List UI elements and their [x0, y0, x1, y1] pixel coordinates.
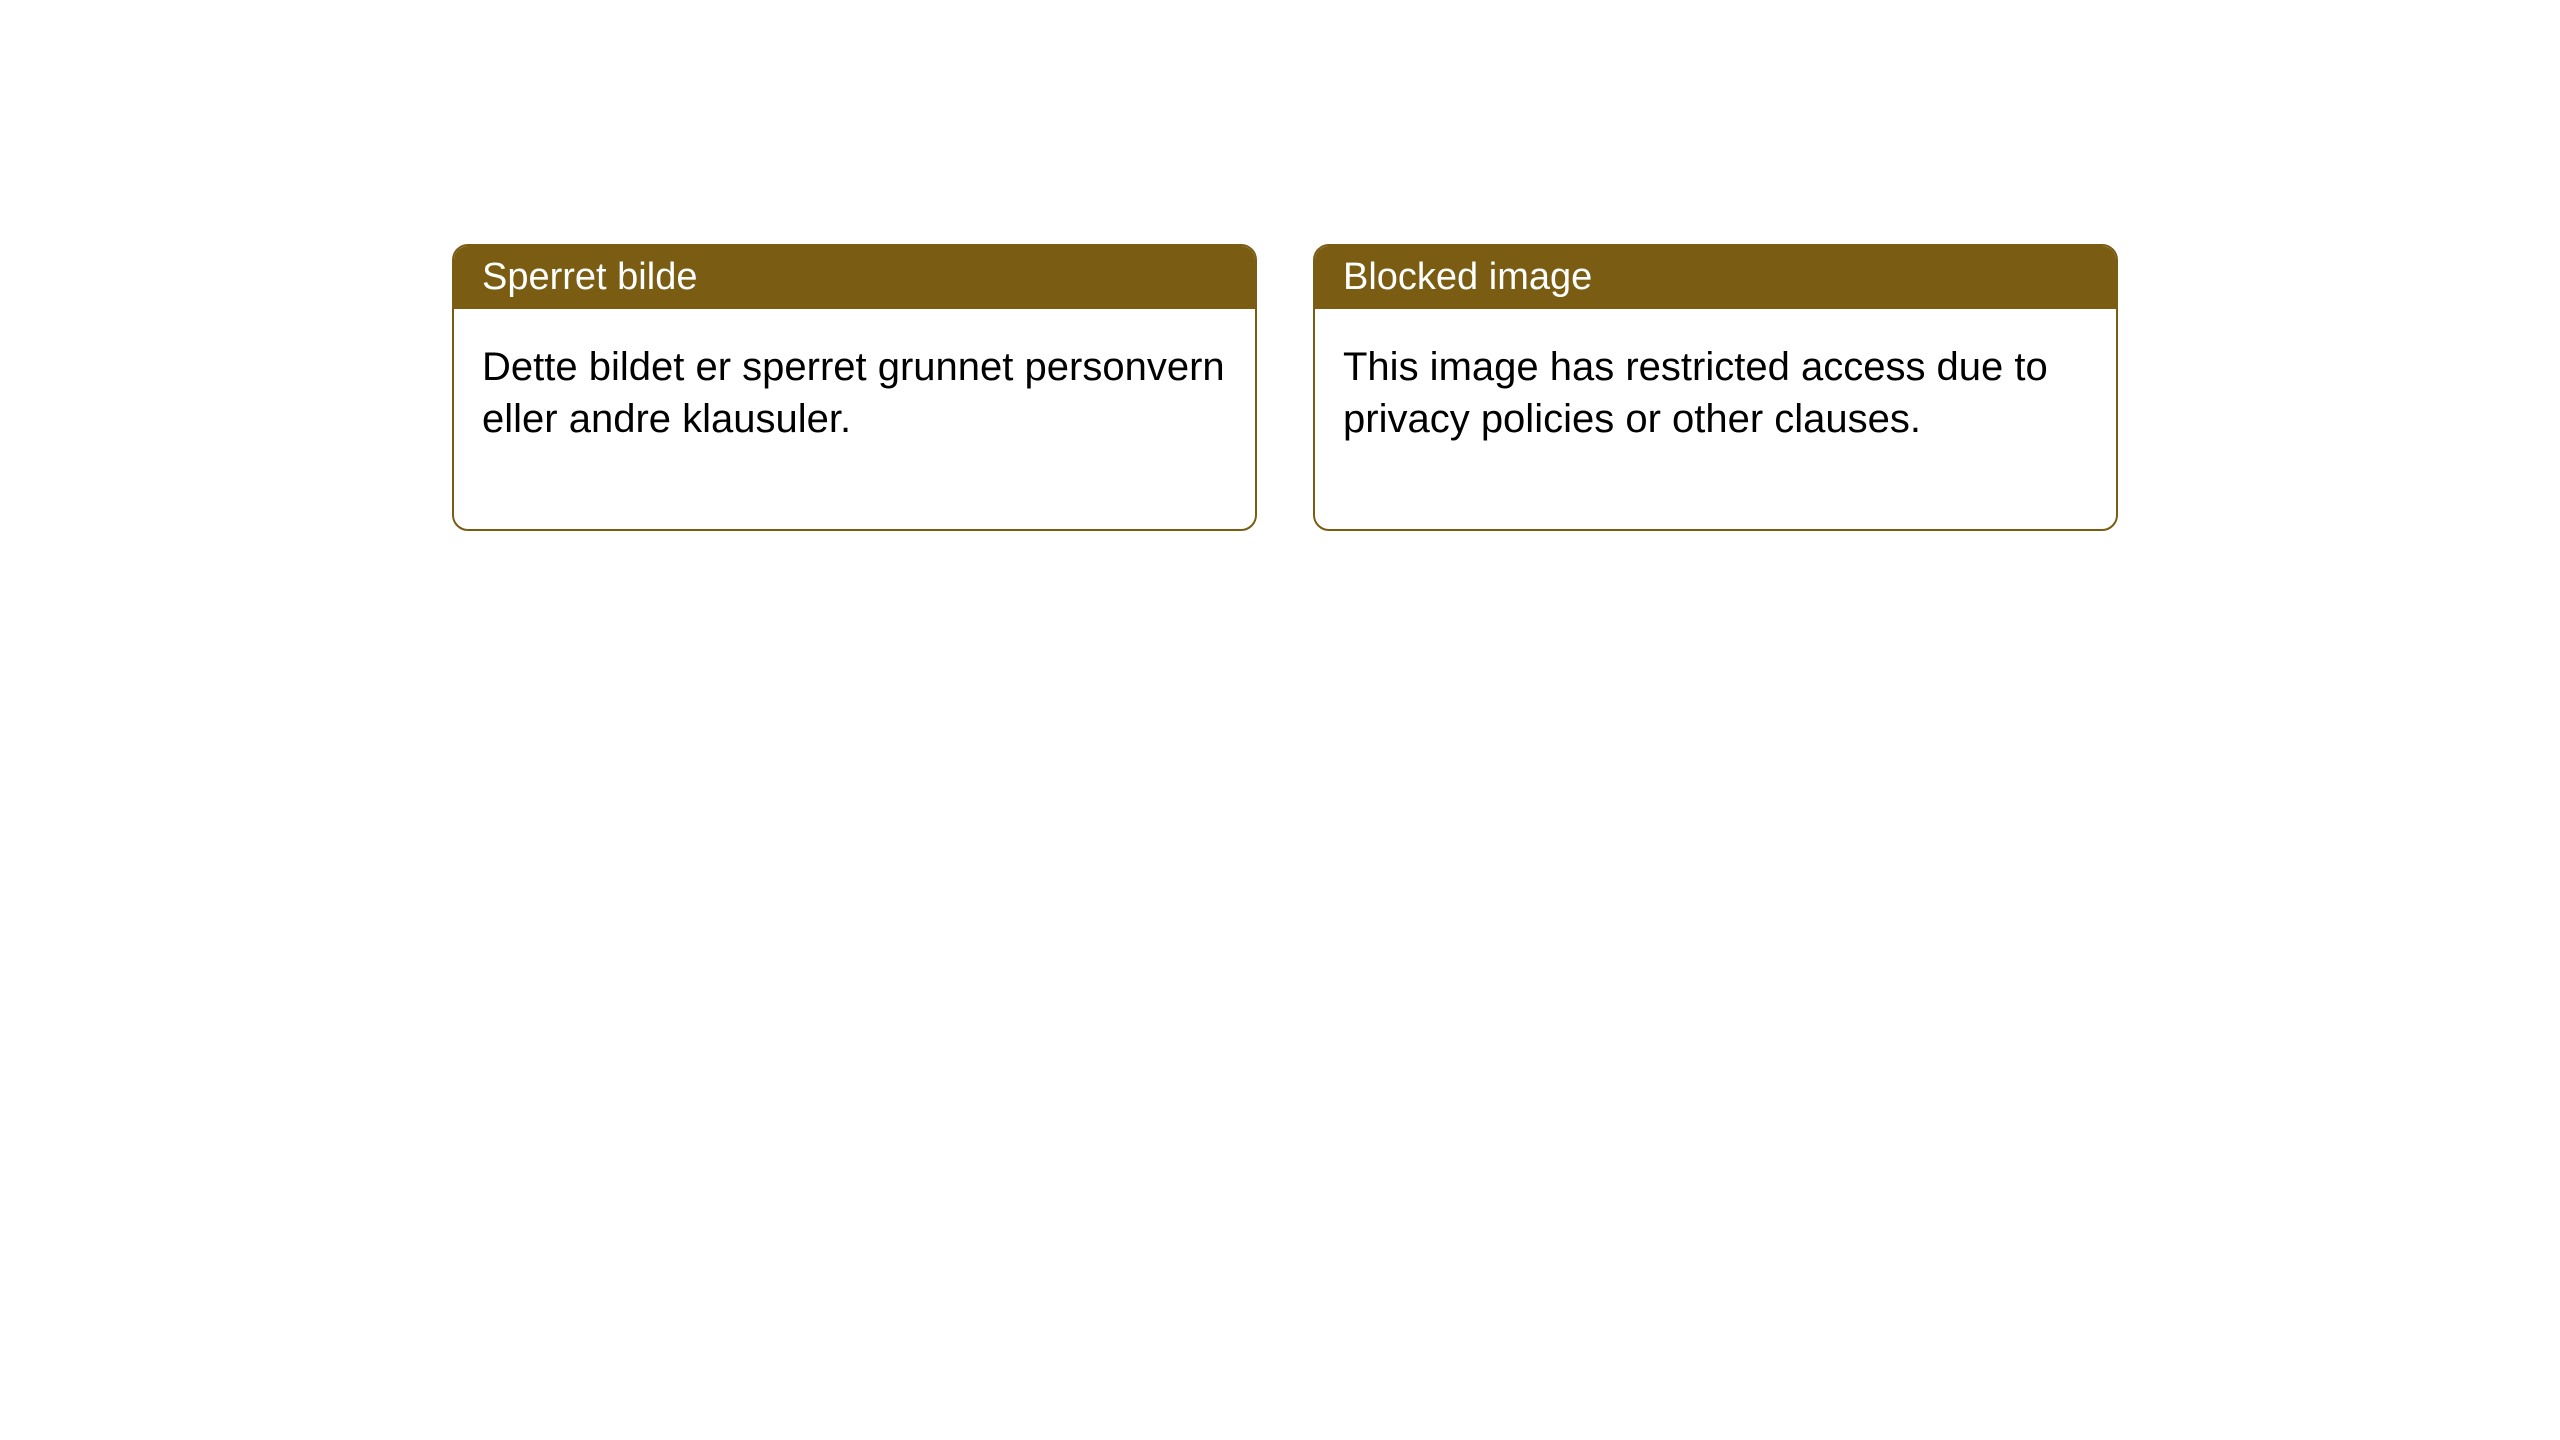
notice-card-norwegian: Sperret bilde Dette bildet er sperret gr…	[452, 244, 1257, 531]
notices-container: Sperret bilde Dette bildet er sperret gr…	[452, 244, 2118, 531]
notice-title: Sperret bilde	[482, 256, 697, 298]
notice-body: Dette bildet er sperret grunnet personve…	[454, 309, 1255, 529]
notice-body: This image has restricted access due to …	[1315, 309, 2116, 529]
notice-card-english: Blocked image This image has restricted …	[1313, 244, 2118, 531]
notice-title: Blocked image	[1343, 256, 1592, 298]
notice-header: Sperret bilde	[454, 246, 1255, 309]
notice-body-text: Dette bildet er sperret grunnet personve…	[482, 345, 1225, 441]
notice-header: Blocked image	[1315, 246, 2116, 309]
notice-body-text: This image has restricted access due to …	[1343, 345, 2048, 441]
